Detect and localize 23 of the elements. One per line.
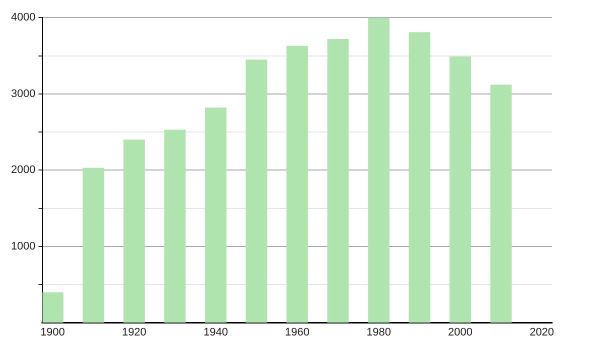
bar xyxy=(408,32,430,323)
y-tick-label: 4000 xyxy=(10,12,36,24)
x-tick-label: 2000 xyxy=(448,326,473,338)
y-tick-label: 3000 xyxy=(10,88,36,100)
bar xyxy=(327,38,349,323)
bar xyxy=(82,168,104,323)
bar xyxy=(490,84,512,323)
y-tick-label: 1000 xyxy=(10,240,36,253)
bar xyxy=(42,292,64,323)
bar xyxy=(123,140,145,323)
bar xyxy=(368,18,390,323)
y-tick-label: 2000 xyxy=(10,164,36,176)
x-tick-label: 1940 xyxy=(203,326,228,338)
x-tick-label: 1960 xyxy=(284,326,310,338)
bar xyxy=(164,130,186,323)
bar xyxy=(286,46,308,323)
x-tick-label: 1920 xyxy=(122,326,146,338)
x-tick-label: 1980 xyxy=(366,326,391,338)
bar xyxy=(205,108,226,323)
bar xyxy=(246,60,268,323)
bar xyxy=(450,56,471,323)
x-tick-label: 1900 xyxy=(40,326,65,338)
x-tick-label: 2020 xyxy=(530,326,554,338)
